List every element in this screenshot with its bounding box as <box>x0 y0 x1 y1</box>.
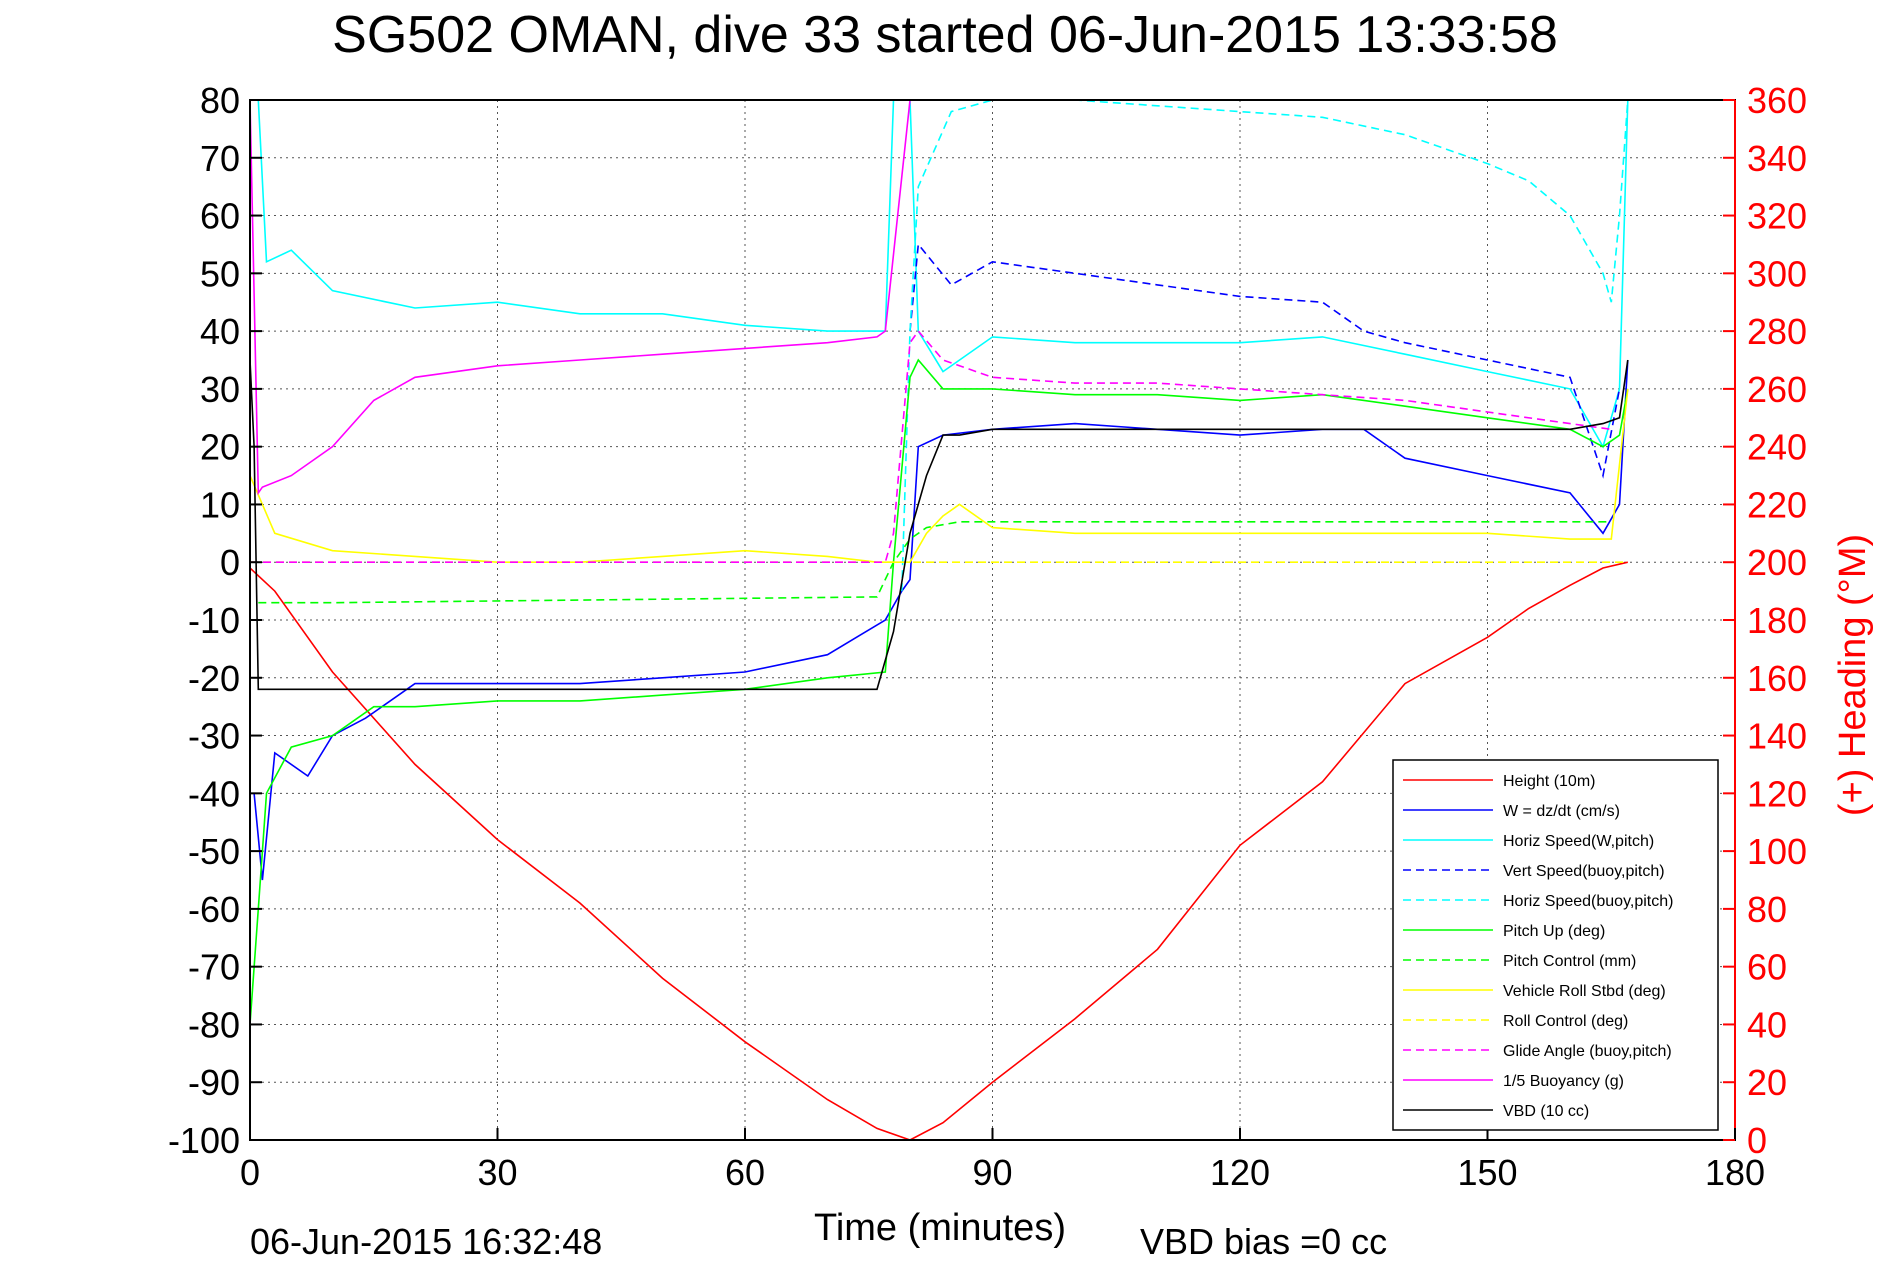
series-line <box>901 99 1629 592</box>
series-line <box>249 99 911 496</box>
series-line <box>909 242 1621 479</box>
series-line <box>258 520 1612 604</box>
y-right-tick-label: 140 <box>1747 716 1807 757</box>
y-right-tick-label: 40 <box>1747 1004 1787 1045</box>
y-right-tick-label: 20 <box>1747 1062 1787 1103</box>
legend-label: Roll Control (deg) <box>1503 1013 1628 1030</box>
y-right-axis-label: (+) Heading (°M) <box>1832 534 1874 816</box>
y-tick-label: -80 <box>188 1004 240 1045</box>
y-tick-label: -90 <box>188 1062 240 1103</box>
y-tick-label: -60 <box>188 889 240 930</box>
series-line <box>253 359 1629 881</box>
y-tick-label: -100 <box>168 1120 240 1161</box>
x-axis-label: Time (minutes) <box>814 1207 1066 1249</box>
chart-title: SG502 OMAN, dive 33 started 06-Jun-2015 … <box>332 6 1558 64</box>
legend-label: 1/5 Buoyancy (g) <box>1503 1073 1624 1090</box>
y-right-tick-label: 200 <box>1747 542 1807 583</box>
y-tick-label: -30 <box>188 716 240 757</box>
legend-label: Pitch Control (mm) <box>1503 953 1636 970</box>
series-line <box>249 358 1629 1025</box>
y-tick-label: -70 <box>188 947 240 988</box>
y-right-tick-label: 340 <box>1747 138 1807 179</box>
legend-label: Height (10m) <box>1503 773 1595 790</box>
x-tick-label: 150 <box>1457 1152 1517 1193</box>
x-tick-label: 180 <box>1705 1152 1765 1193</box>
y-right-tick-label: 360 <box>1747 80 1807 121</box>
legend-label: Vehicle Roll Stbd (deg) <box>1503 983 1666 1000</box>
y-right-tick-label: 60 <box>1747 947 1787 988</box>
series-line <box>250 329 1612 564</box>
y-tick-label: 30 <box>200 369 240 410</box>
y-right-tick-label: 300 <box>1747 253 1807 294</box>
y-tick-label: 0 <box>220 542 240 583</box>
legend-label: Horiz Speed(W,pitch) <box>1503 833 1654 850</box>
y-tick-label: 40 <box>200 311 240 352</box>
y-right-tick-label: 0 <box>1747 1120 1767 1161</box>
legend-label: VBD (10 cc) <box>1503 1103 1589 1120</box>
timestamp-footer: 06-Jun-2015 16:32:48 <box>250 1221 602 1262</box>
y-right-tick-label: 240 <box>1747 427 1807 468</box>
y-right-tick-label: 160 <box>1747 658 1807 699</box>
y-right-tick-label: 320 <box>1747 196 1807 237</box>
y-right-tick-label: 260 <box>1747 369 1807 410</box>
y-tick-label: 80 <box>200 80 240 121</box>
y-tick-label: -10 <box>188 600 240 641</box>
legend-label: Vert Speed(buoy,pitch) <box>1503 863 1665 880</box>
legend-label: W = dz/dt (cm/s) <box>1503 803 1620 820</box>
legend-box <box>1392 759 1719 1131</box>
legend-label: Horiz Speed(buoy,pitch) <box>1503 893 1673 910</box>
y-right-tick-label: 80 <box>1747 889 1787 930</box>
legend-label: Pitch Up (deg) <box>1503 923 1605 940</box>
plot-area: 0 30 60 90 120 150 18080706050403020100-10-20-… <box>168 80 1807 1193</box>
legend-label: Glide Angle (buoy,pitch) <box>1503 1043 1672 1060</box>
series-line <box>249 561 1628 1141</box>
y-tick-label: 50 <box>200 253 240 294</box>
series-line <box>249 359 1629 691</box>
y-tick-label: -40 <box>188 773 240 814</box>
y-tick-label: -50 <box>188 831 240 872</box>
y-right-tick-label: 280 <box>1747 311 1807 352</box>
y-right-tick-label: 120 <box>1747 773 1807 814</box>
series-line <box>249 388 1629 564</box>
y-right-tick-label: 180 <box>1747 600 1807 641</box>
x-tick-label: 90 <box>972 1152 1012 1193</box>
y-tick-label: 70 <box>200 138 240 179</box>
y-right-tick-label: 220 <box>1747 484 1807 525</box>
x-tick-label: 30 <box>477 1152 517 1193</box>
y-tick-label: 10 <box>200 484 240 525</box>
y-tick-label: 20 <box>200 427 240 468</box>
vbd-bias-footer: VBD bias =0 cc <box>1140 1221 1387 1262</box>
y-tick-label: 60 <box>200 196 240 237</box>
x-tick-label: 60 <box>725 1152 765 1193</box>
x-tick-label: 0 <box>240 1152 260 1193</box>
y-tick-label: -20 <box>188 658 240 699</box>
series-line <box>257 99 1629 449</box>
x-tick-label: 120 <box>1210 1152 1270 1193</box>
y-right-tick-label: 100 <box>1747 831 1807 872</box>
